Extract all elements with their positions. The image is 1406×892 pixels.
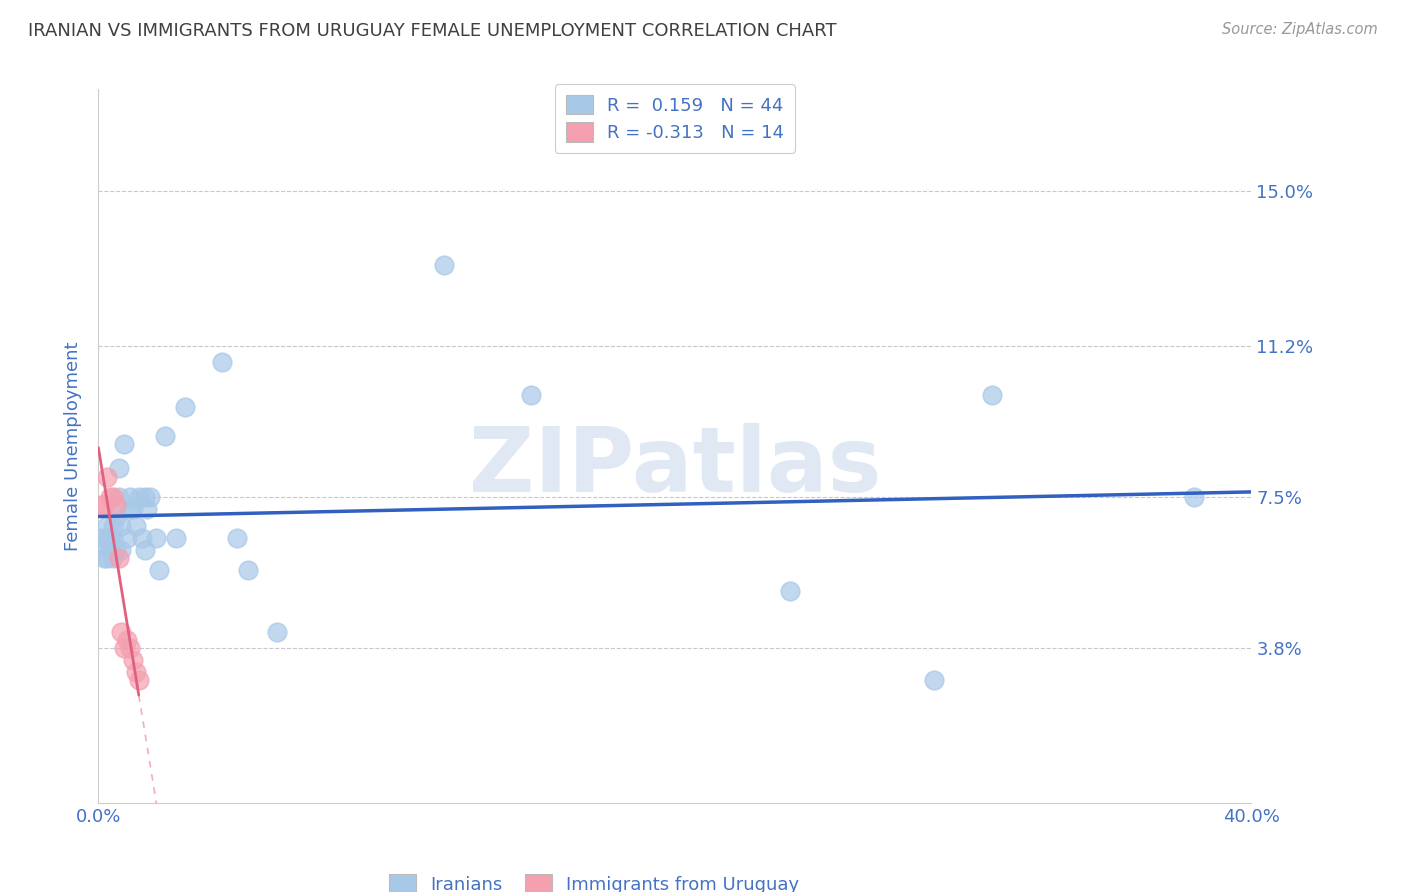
Legend: Iranians, Immigrants from Uruguay: Iranians, Immigrants from Uruguay <box>380 865 808 892</box>
Point <box>96 531 118 545</box>
Point <box>153 429 176 443</box>
Point <box>98 490 121 504</box>
Point <box>433 258 456 272</box>
Point <box>117 632 139 647</box>
Point <box>520 388 543 402</box>
Point <box>981 388 1004 402</box>
Point <box>266 624 288 639</box>
Point <box>122 502 145 516</box>
Point <box>104 543 127 558</box>
Point <box>93 498 115 512</box>
Point <box>112 640 135 655</box>
Point <box>90 531 112 545</box>
Point <box>101 531 124 545</box>
Point <box>225 531 247 545</box>
Point <box>134 543 156 558</box>
Point <box>110 518 132 533</box>
Point <box>104 498 127 512</box>
Point <box>145 531 167 545</box>
Text: Source: ZipAtlas.com: Source: ZipAtlas.com <box>1222 22 1378 37</box>
Point <box>139 490 162 504</box>
Point <box>128 490 150 504</box>
Point <box>1182 490 1205 504</box>
Point <box>107 490 129 504</box>
Point <box>104 510 127 524</box>
Point <box>90 498 112 512</box>
Point <box>120 502 142 516</box>
Point <box>120 640 142 655</box>
Point <box>136 502 159 516</box>
Point <box>96 469 118 483</box>
Point <box>120 490 142 504</box>
Point <box>110 624 132 639</box>
Point <box>107 461 129 475</box>
Point <box>131 531 153 545</box>
Text: IRANIAN VS IMMIGRANTS FROM URUGUAY FEMALE UNEMPLOYMENT CORRELATION CHART: IRANIAN VS IMMIGRANTS FROM URUGUAY FEMAL… <box>28 22 837 40</box>
Point <box>922 673 945 688</box>
Point <box>93 539 115 553</box>
Point <box>98 531 121 545</box>
Point <box>101 518 124 533</box>
Point <box>101 551 124 566</box>
Point <box>125 518 148 533</box>
Point <box>238 563 260 577</box>
Point <box>174 401 197 415</box>
Point <box>779 583 801 598</box>
Point <box>122 653 145 667</box>
Point <box>117 531 139 545</box>
Point <box>107 551 129 566</box>
Point <box>125 665 148 680</box>
Point <box>128 673 150 688</box>
Point <box>101 490 124 504</box>
Y-axis label: Female Unemployment: Female Unemployment <box>65 342 83 550</box>
Point <box>134 490 156 504</box>
Point <box>98 539 121 553</box>
Point <box>96 551 118 566</box>
Point <box>110 543 132 558</box>
Point <box>96 518 118 533</box>
Text: ZIPatlas: ZIPatlas <box>468 424 882 511</box>
Point <box>112 437 135 451</box>
Point <box>165 531 187 545</box>
Point <box>93 551 115 566</box>
Point <box>148 563 170 577</box>
Point <box>211 355 233 369</box>
